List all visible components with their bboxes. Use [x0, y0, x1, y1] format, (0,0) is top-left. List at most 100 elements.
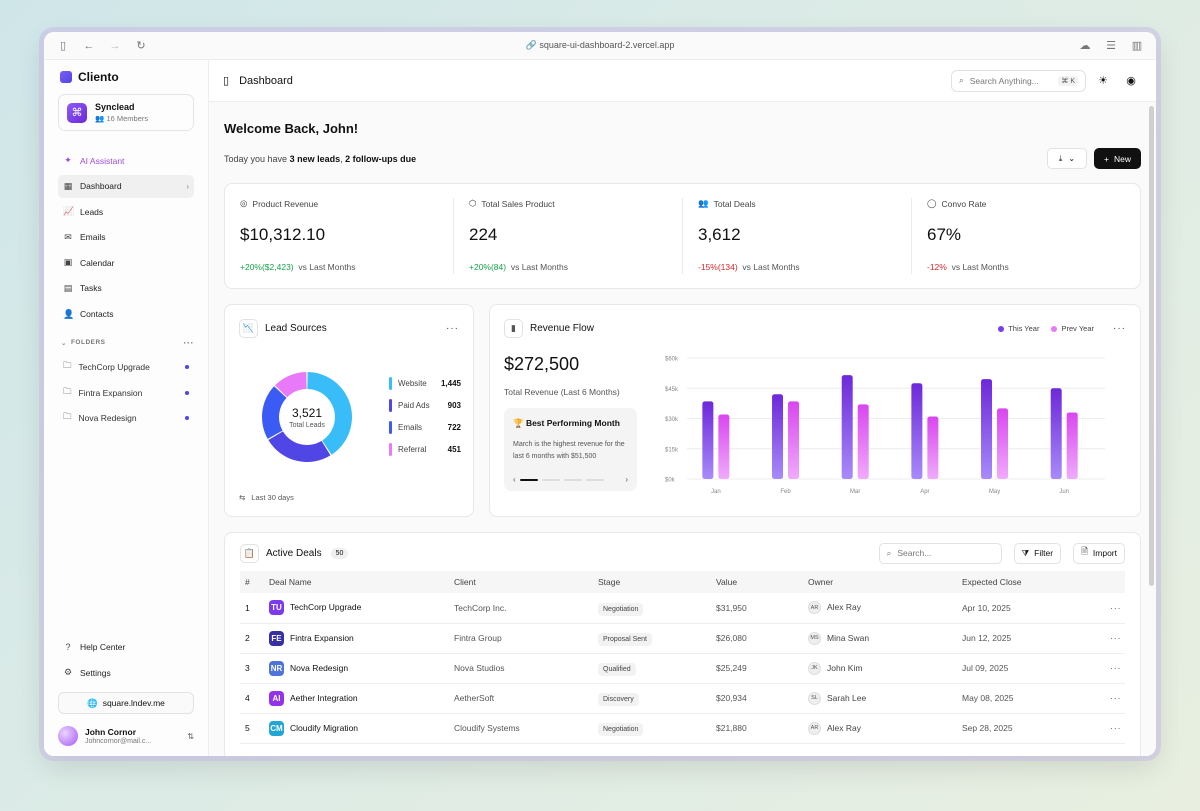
forward-arrow-icon[interactable]: →	[109, 39, 121, 52]
nav-settings[interactable]: ⚙ Settings	[63, 667, 111, 678]
folder-item[interactable]: 🗀 Fintra Expansion	[58, 381, 194, 404]
col-deal-name[interactable]: Deal Name	[264, 571, 449, 593]
row-more-icon[interactable]: ···	[1105, 593, 1125, 624]
table-row[interactable]: 5 CM Cloudify Migration Cloudify Systems …	[240, 713, 1125, 744]
nav-calendar[interactable]: ▣ Calendar	[63, 257, 115, 268]
theme-toggle-icon[interactable]: ☀	[1098, 75, 1108, 87]
bar-prev-year[interactable]	[788, 401, 800, 479]
row-more-icon[interactable]: ···	[1105, 653, 1125, 684]
cloud-icon[interactable]: ☁	[1079, 40, 1091, 52]
filter-button[interactable]: ⧩ Filter	[1013, 542, 1062, 564]
folder-item[interactable]: 🗀 Nova Redesign	[58, 407, 194, 430]
split-view-icon[interactable]: ▥	[1131, 40, 1143, 52]
legend-swatch	[389, 376, 392, 390]
row-more-icon[interactable]: ···	[1105, 683, 1125, 714]
nav-dashboard[interactable]: ▦ Dashboard ›	[58, 174, 194, 198]
deal-name[interactable]: NR Nova Redesign	[264, 653, 449, 684]
col-stage[interactable]: Stage	[593, 571, 711, 593]
deal-close-date: Jun 12, 2025	[957, 623, 1105, 654]
donut-slice[interactable]	[262, 386, 287, 439]
bar-prev-year[interactable]	[857, 404, 869, 479]
back-arrow-icon[interactable]: ←	[83, 39, 95, 52]
github-icon[interactable]: ◉	[1126, 75, 1136, 87]
bar-this-year[interactable]	[772, 394, 784, 479]
bar-this-year[interactable]	[1050, 388, 1062, 479]
bar-prev-year[interactable]	[1066, 412, 1078, 479]
pager-dot[interactable]	[585, 478, 604, 481]
nav-contacts[interactable]: 👤 Contacts	[63, 308, 114, 320]
col-expected-close[interactable]: Expected Close	[957, 571, 1105, 593]
bar-this-year[interactable]	[911, 383, 923, 479]
donut-slice[interactable]	[307, 372, 352, 455]
best-month-title: 🏆 Best Performing Month	[513, 418, 620, 428]
col-number[interactable]: #	[240, 571, 264, 593]
global-search-input[interactable]: ⌕ Search Anything... ⌘ K	[951, 69, 1086, 92]
deal-name[interactable]: FE Fintra Expansion	[264, 623, 449, 654]
reader-icon[interactable]: ☰	[1106, 40, 1116, 52]
workspace-switcher[interactable]: ⌘ Synclead 👥 16 Members	[58, 94, 194, 131]
deal-close-date: Jul 09, 2025	[957, 653, 1105, 684]
folder-icon: 🗀	[63, 411, 72, 422]
bar-this-year[interactable]	[702, 401, 714, 479]
table-row[interactable]: 4 AI Aether Integration AetherSoft Discov…	[240, 683, 1125, 714]
row-more-icon[interactable]: ···	[1105, 713, 1125, 744]
deal-name[interactable]: AI Aether Integration	[264, 683, 449, 714]
col-client[interactable]: Client	[449, 571, 593, 593]
domain-button[interactable]: 🌐 square.lndev.me	[58, 692, 194, 714]
pager-dot[interactable]	[541, 478, 560, 481]
user-menu[interactable]: John Cornor Johncornor@mail.c... ⇅	[58, 726, 194, 746]
table-row[interactable]: 1 TU TechCorp Upgrade TechCorp Inc. Negot…	[240, 593, 1125, 624]
import-button[interactable]: 🗎 Import	[1073, 542, 1125, 564]
chart-icon: 📈	[63, 206, 75, 217]
active-deals-card: 📋 Active Deals 50 ⌕ Search... ⧩ Filter 🗎 Im…	[224, 532, 1141, 756]
kpi-cards: ◎ Product Revenue $10,312.10 +20%($2,423)…	[224, 183, 1141, 289]
folders-header[interactable]: ⌄ FOLDERS ···	[61, 337, 194, 348]
col-value[interactable]: Value	[711, 571, 803, 593]
nav-leads[interactable]: 📈 Leads	[63, 206, 104, 217]
deals-search-input[interactable]: ⌕ Search...	[878, 542, 1002, 564]
bar-this-year[interactable]	[841, 375, 853, 479]
col-owner[interactable]: Owner	[803, 571, 957, 593]
table-row[interactable]: 2 FE Fintra Expansion Fintra Group Propos…	[240, 623, 1125, 654]
donut-slice[interactable]	[268, 431, 331, 462]
nav-ai-assistant[interactable]: ✦ AI Assistant	[64, 155, 125, 166]
nav-help-center[interactable]: ? Help Center	[58, 635, 194, 658]
search-icon: ⌕	[886, 547, 892, 558]
chevron-left-icon[interactable]: ‹	[513, 475, 516, 484]
bar-this-year[interactable]	[981, 379, 993, 479]
table-row[interactable]: 3 NR Nova Redesign Nova Studios Qualified…	[240, 653, 1125, 684]
pager-dot[interactable]	[519, 478, 538, 481]
download-button[interactable]: ⤓ ⌄	[1047, 148, 1087, 169]
scrollbar[interactable]	[1149, 106, 1154, 586]
chevron-right-icon[interactable]: ›	[625, 475, 628, 484]
new-button[interactable]: + New	[1094, 148, 1141, 169]
more-icon[interactable]: ···	[446, 323, 459, 334]
pager-dot[interactable]	[563, 478, 582, 481]
deal-badge: AI	[269, 690, 284, 706]
more-icon[interactable]: ···	[1113, 323, 1126, 334]
brand[interactable]: Cliento	[60, 70, 194, 84]
donut-slice[interactable]	[275, 372, 307, 398]
deal-name[interactable]: TU TechCorp Upgrade	[264, 593, 449, 624]
deal-stage: Negotiation	[593, 593, 711, 624]
owner-avatar: JK	[808, 661, 821, 675]
deal-name[interactable]: CM Cloudify Migration	[264, 713, 449, 744]
folders-more-icon[interactable]: ···	[183, 337, 194, 348]
revenue-subtitle: Total Revenue (Last 6 Months)	[504, 387, 620, 397]
bar-prev-year[interactable]	[997, 408, 1009, 479]
reload-icon[interactable]: ↻	[136, 40, 146, 52]
bar-prev-year[interactable]	[927, 416, 939, 479]
table-header-row: # Deal Name Client Stage Value Owner Exp…	[240, 571, 1125, 593]
panel-toggle-icon[interactable]: ▯	[223, 75, 230, 87]
grid-icon: ▦	[63, 180, 73, 191]
folder-item[interactable]: 🗀 TechCorp Upgrade	[58, 356, 194, 379]
x-tick-label: Apr	[920, 489, 929, 495]
bar-prev-year[interactable]	[718, 414, 730, 479]
kpi-delta: -12% vs Last Months	[927, 262, 1009, 272]
deal-stage: Discovery	[593, 683, 711, 714]
nav-tasks[interactable]: ▤ Tasks	[63, 282, 102, 294]
sidebar-toggle-icon[interactable]: ▯	[59, 40, 67, 52]
nav-emails[interactable]: ✉ Emails	[64, 231, 106, 243]
row-more-icon[interactable]: ···	[1105, 623, 1125, 654]
address-bar[interactable]: square-ui-dashboard-2.vercel.app	[539, 40, 675, 50]
